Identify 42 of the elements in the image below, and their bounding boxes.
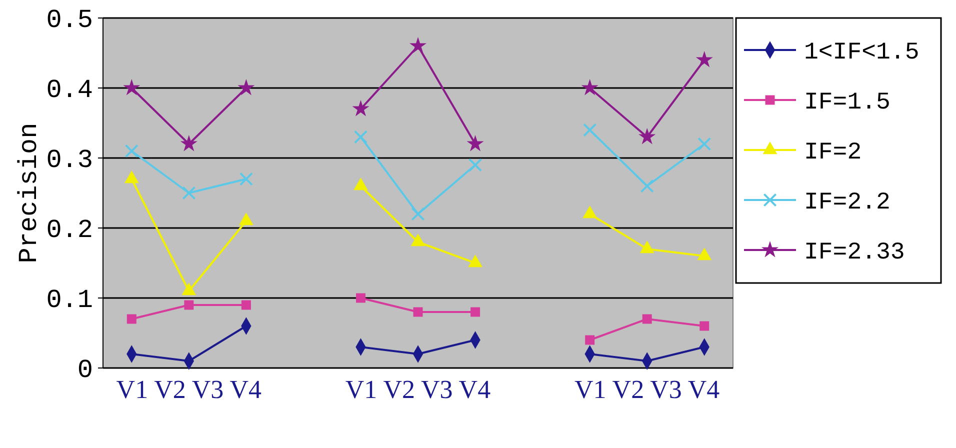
legend-label: IF=1.5 (804, 89, 890, 116)
point (698, 137, 712, 151)
point (585, 335, 595, 345)
point (466, 135, 484, 152)
point (126, 314, 136, 324)
text: V1 V2 V3 V4 (574, 375, 720, 404)
legend-label: IF=2 (804, 139, 862, 166)
legend-label: IF=2.2 (804, 189, 890, 216)
y-tick-label: 0.4 (46, 75, 93, 106)
point (238, 79, 255, 96)
point (239, 172, 253, 186)
y-tick-label: 0.2 (46, 215, 93, 246)
point (642, 314, 652, 324)
point (468, 158, 482, 172)
text: V1 V2 V3 V4 (345, 375, 491, 404)
y-tick-label: 0.5 (46, 5, 93, 36)
point (354, 130, 368, 144)
y-tick-label: 0.3 (46, 145, 93, 176)
text: V1 V2 V3 V4 (116, 375, 262, 404)
point (411, 207, 425, 221)
legend-label: IF=2.33 (804, 239, 905, 266)
point (124, 144, 138, 158)
point (470, 307, 480, 317)
y-axis-title: Precision (14, 122, 44, 264)
point (700, 321, 710, 331)
point (182, 186, 196, 200)
point (184, 300, 194, 310)
point (180, 135, 198, 152)
point (356, 293, 366, 303)
point (241, 300, 251, 310)
point (583, 123, 597, 137)
point (640, 179, 654, 193)
legend-label: 1<IF<1.5 (804, 39, 920, 66)
point (638, 128, 656, 144)
point (409, 37, 427, 54)
point (413, 307, 423, 317)
point (581, 79, 598, 96)
y-tick-label: 0 (77, 355, 93, 386)
point (352, 100, 370, 116)
point (696, 51, 713, 68)
point (123, 79, 140, 96)
y-tick-label: 0.1 (46, 285, 93, 316)
